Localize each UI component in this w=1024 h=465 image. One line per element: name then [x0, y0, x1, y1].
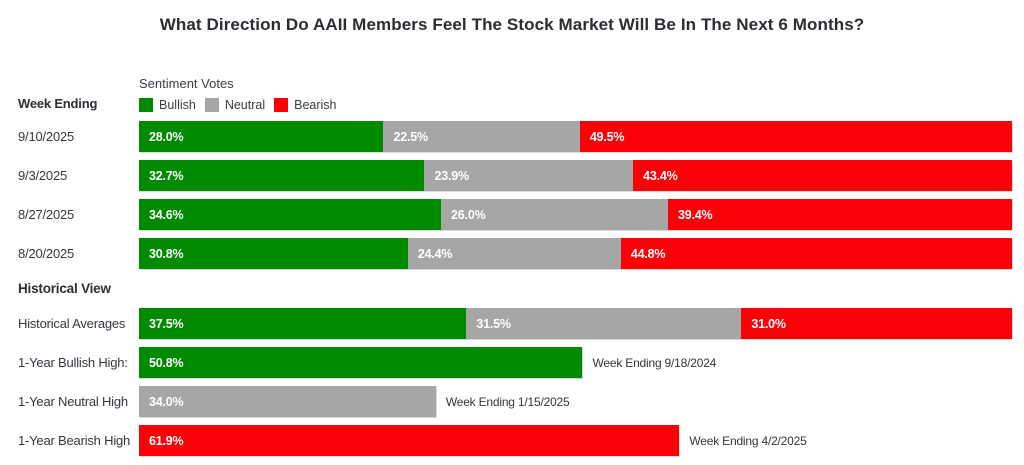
bearish-swatch-icon: [274, 98, 289, 112]
bearish-high-bar: 61.9%: [139, 425, 680, 456]
neutral-value-label: 22.5%: [393, 129, 428, 144]
bearish-segment: 49.5%: [579, 121, 1012, 152]
stacked-bar: 28.0% 22.5% 49.5%: [139, 121, 1012, 152]
row-label: 8/27/2025: [18, 207, 75, 222]
row-label: 1-Year Neutral High: [18, 394, 128, 409]
bearish-value-label: 43.4%: [643, 168, 678, 183]
bullish-value-label: 30.8%: [149, 246, 184, 261]
bar-track: 50.8% Week Ending 9/18/2024: [139, 347, 1012, 378]
neutral-segment: 24.4%: [407, 238, 621, 269]
weekly-bar-row: 8/27/2025 34.6% 26.0% 39.4%: [0, 199, 1024, 230]
bullish-value-label: 32.7%: [149, 168, 184, 183]
bearish-segment: 43.4%: [633, 160, 1012, 191]
bullish-swatch-icon: [139, 98, 153, 112]
stacked-bar: 34.6% 26.0% 39.4%: [139, 199, 1012, 230]
neutral-segment: 22.5%: [383, 121, 580, 152]
neutral-value-label: 26.0%: [451, 207, 486, 222]
bar-track: 61.9% Week Ending 4/2/2025: [139, 425, 1012, 456]
row-label: Historical Averages: [18, 316, 126, 331]
legend-label: Bullish: [159, 98, 196, 112]
historical-view-heading: Historical View: [18, 280, 111, 296]
neutral-segment: 23.9%: [424, 160, 634, 191]
legend-title: Sentiment Votes: [139, 76, 234, 91]
stacked-bar: 30.8% 24.4% 44.8%: [139, 238, 1012, 269]
row-label: 8/20/2025: [18, 246, 75, 261]
neutral-value-label: 24.4%: [417, 246, 453, 261]
bullish-segment: 28.0%: [139, 121, 384, 152]
neutral-high-annotation: Week Ending 1/15/2025: [445, 394, 570, 409]
bullish-high-row: 1-Year Bullish High: 50.8% Week Ending 9…: [0, 347, 1024, 378]
row-label: 1-Year Bullish High:: [18, 355, 128, 370]
stacked-bar: 37.5% 31.5% 31.0%: [139, 308, 1012, 339]
bullish-segment: 34.6%: [139, 199, 442, 230]
stacked-bar: 32.7% 23.9% 43.4%: [139, 160, 1012, 191]
bearish-segment: 31.0%: [741, 308, 1012, 339]
row-label: 1-Year Bearish High: [18, 433, 131, 448]
bearish-value-label: 39.4%: [678, 207, 713, 222]
row-label: 9/3/2025: [18, 168, 68, 183]
sentiment-chart: Week Ending Sentiment Votes Bullish Neut…: [0, 76, 1024, 456]
historical-averages-row: Historical Averages 37.5% 31.5% 31.0%: [0, 308, 1024, 339]
neutral-value-label: 31.5%: [476, 316, 511, 331]
bearish-value-label: 31.0%: [751, 316, 786, 331]
neutral-value-label: 23.9%: [434, 168, 469, 183]
weekly-bar-row: 9/3/2025 32.7% 23.9% 43.4%: [0, 160, 1024, 191]
bullish-value-label: 37.5%: [149, 316, 184, 331]
neutral-high-bar: 34.0%: [139, 386, 436, 417]
bullish-value-label: 34.6%: [149, 207, 184, 222]
bullish-high-bar: 50.8%: [139, 347, 583, 378]
bearish-high-row: 1-Year Bearish High 61.9% Week Ending 4/…: [0, 425, 1024, 456]
legend-label: Bearish: [294, 98, 337, 112]
bullish-segment: 37.5%: [139, 308, 467, 339]
legend-items: Bullish Neutral Bearish: [139, 98, 346, 112]
week-ending-heading: Week Ending: [18, 96, 98, 111]
chart-title: What Direction Do AAII Members Feel The …: [159, 15, 865, 34]
weekly-bar-row: 8/20/2025 30.8% 24.4% 44.8%: [0, 238, 1024, 269]
bullish-high-annotation: Week Ending 9/18/2024: [592, 355, 717, 370]
neutral-high-row: 1-Year Neutral High 34.0% Week Ending 1/…: [0, 386, 1024, 417]
neutral-high-value-label: 34.0%: [149, 394, 184, 409]
bar-track: 34.0% Week Ending 1/15/2025: [139, 386, 1012, 417]
legend-item-bearish: Bearish: [274, 98, 337, 112]
legend: Sentiment Votes Bullish Neutral Bearish: [139, 76, 346, 112]
bullish-value-label: 28.0%: [149, 129, 184, 144]
bullish-segment: 32.7%: [139, 160, 425, 191]
bullish-segment: 30.8%: [139, 238, 408, 269]
bearish-segment: 44.8%: [620, 238, 1012, 269]
legend-item-neutral: Neutral: [204, 98, 266, 112]
neutral-segment: 31.5%: [466, 308, 742, 339]
bearish-value-label: 44.8%: [630, 246, 666, 261]
neutral-segment: 26.0%: [441, 199, 669, 230]
bearish-high-annotation: Week Ending 4/2/2025: [689, 433, 807, 448]
bearish-value-label: 49.5%: [589, 129, 625, 144]
historical-section-row: Historical View: [0, 277, 1024, 299]
row-label: 9/10/2025: [18, 129, 75, 144]
legend-row: Week Ending Sentiment Votes Bullish Neut…: [0, 76, 1024, 112]
bearish-segment: 39.4%: [668, 199, 1012, 230]
neutral-swatch-icon: [204, 98, 219, 112]
legend-item-bullish: Bullish: [139, 98, 196, 112]
legend-label: Neutral: [224, 98, 266, 112]
bearish-high-value-label: 61.9%: [149, 433, 184, 448]
bullish-high-value-label: 50.8%: [149, 355, 184, 370]
weekly-bar-row: 9/10/2025 28.0% 22.5% 49.5%: [0, 121, 1024, 152]
